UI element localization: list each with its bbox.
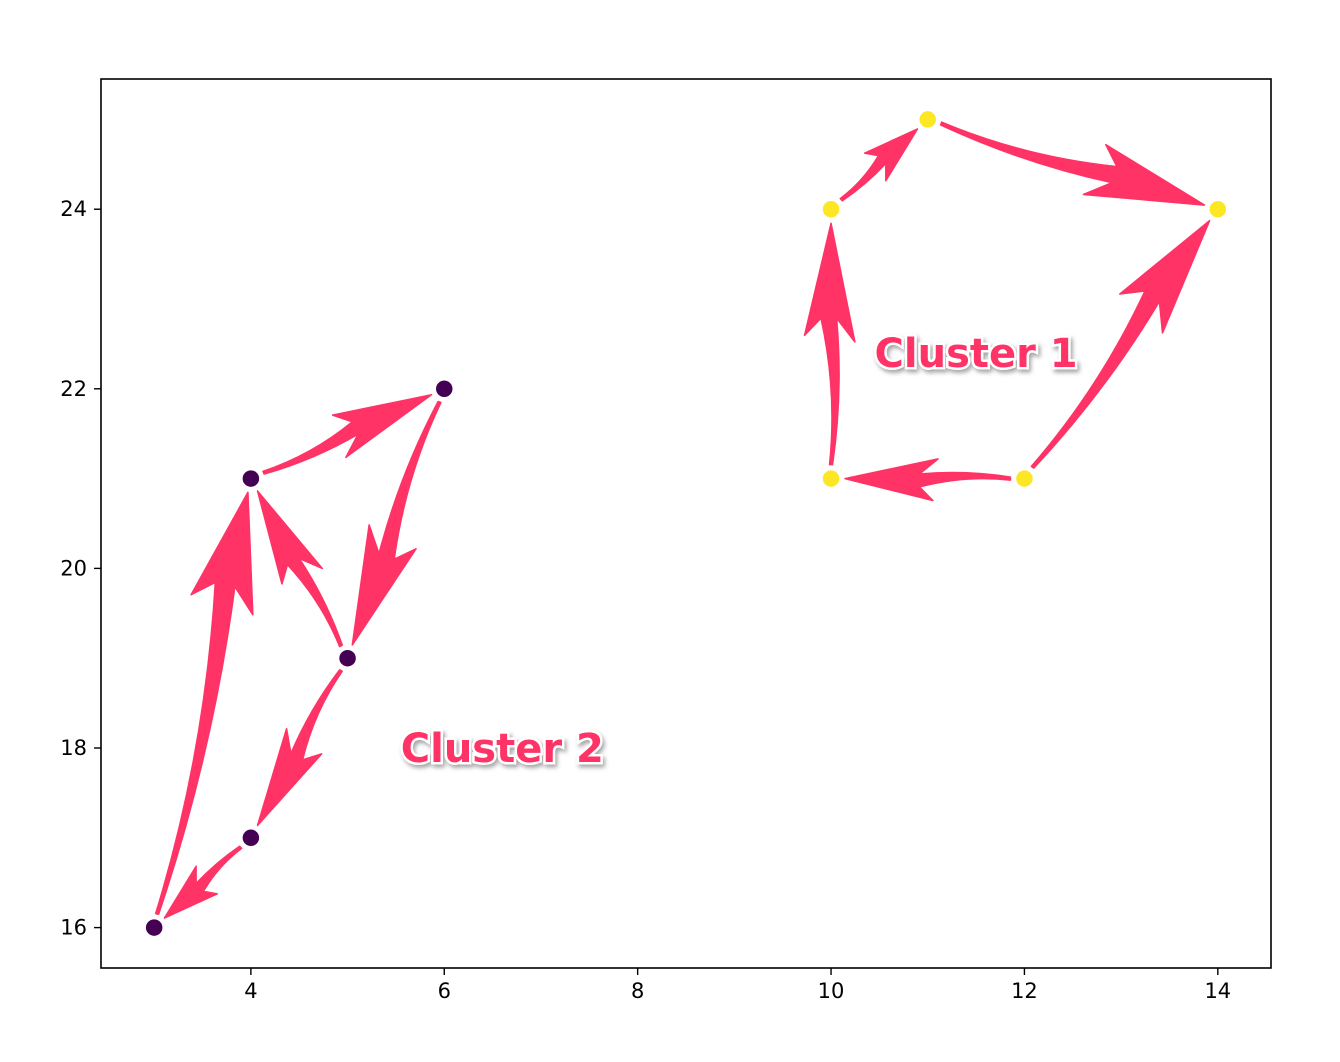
x-axis: 4 6 8 10 12 14 <box>244 968 1231 1003</box>
y-tick-label: 18 <box>60 736 87 760</box>
cluster-2-point <box>434 379 455 399</box>
cluster-arrow <box>256 490 344 648</box>
cluster-arrow <box>844 458 1012 502</box>
plot-frame <box>100 78 1272 969</box>
cluster-2-point <box>241 828 261 848</box>
cluster-arrow <box>1030 219 1211 469</box>
cluster-1-point <box>821 468 841 489</box>
y-tick-label: 24 <box>60 197 87 221</box>
x-tick-label: 12 <box>1011 979 1038 1003</box>
cluster-arrow <box>839 128 919 202</box>
cluster-arrow <box>351 400 442 646</box>
cluster-arrow <box>163 845 243 919</box>
cluster-2-point <box>144 917 164 938</box>
cluster-annotation: Cluster 1 <box>875 331 1078 377</box>
cluster-1-point <box>1014 468 1035 489</box>
cluster-arrow <box>262 393 433 475</box>
x-tick-label: 6 <box>438 979 451 1003</box>
cluster-annotation: Cluster 2 <box>401 726 604 772</box>
arrows-layer <box>154 121 1211 919</box>
points-layer <box>144 109 1228 938</box>
y-tick-label: 16 <box>60 916 87 940</box>
y-tick-label: 20 <box>60 556 87 580</box>
cluster-arrow <box>256 669 344 827</box>
y-tick-label: 22 <box>60 377 87 401</box>
cluster-1-point <box>1208 199 1228 219</box>
x-tick-label: 8 <box>631 979 644 1003</box>
cluster-1-point <box>917 109 938 130</box>
cluster-arrow <box>803 222 856 466</box>
cluster-2-point <box>241 468 261 489</box>
cluster-1-point <box>821 199 841 219</box>
x-tick-label: 10 <box>818 979 845 1003</box>
cluster-arrow <box>939 121 1206 206</box>
annotations-layer: Cluster 1 Cluster 2 <box>398 328 1080 774</box>
x-tick-label: 4 <box>244 979 257 1003</box>
cluster-arrow <box>154 491 254 915</box>
y-axis: 16 18 20 22 24 <box>60 197 101 940</box>
x-tick-label: 14 <box>1204 979 1231 1003</box>
cluster-2-point <box>337 648 358 668</box>
